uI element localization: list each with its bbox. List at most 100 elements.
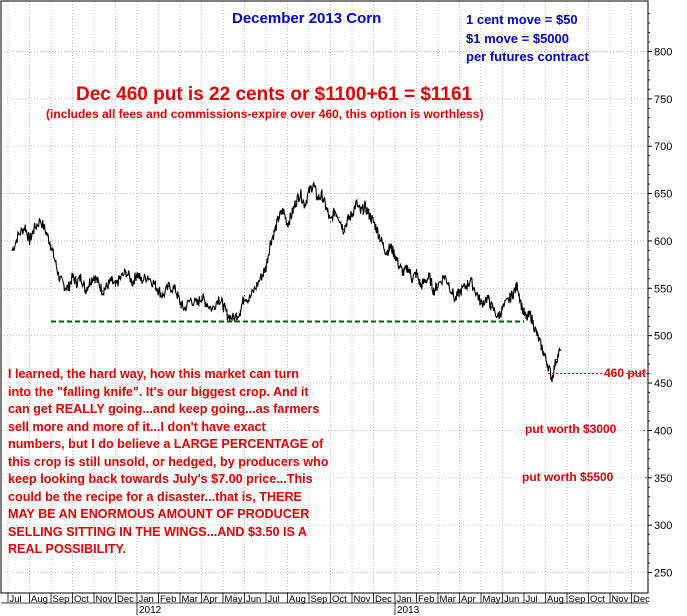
price-point xyxy=(516,284,519,287)
commentary-text: of xyxy=(307,437,324,451)
chart-title: December 2013 Corn xyxy=(232,10,382,27)
level-marker-lines xyxy=(548,373,648,479)
x-tick-label: May xyxy=(225,594,243,605)
price-point xyxy=(183,308,185,310)
price-point xyxy=(274,230,276,233)
x-tick-label: Mar xyxy=(182,594,198,605)
price-point xyxy=(291,213,293,215)
price-point xyxy=(179,301,181,304)
price-point xyxy=(46,232,48,234)
price-point xyxy=(190,299,192,301)
x-tick-label: Apr xyxy=(203,594,218,605)
x-tick-label: Jun xyxy=(504,594,519,605)
x-tick-label: Jul xyxy=(10,594,22,605)
price-point xyxy=(428,276,430,278)
y-tick-label: 600 xyxy=(654,236,672,248)
price-point xyxy=(168,285,170,287)
price-point xyxy=(67,287,69,289)
price-point xyxy=(97,282,99,284)
price-point xyxy=(282,209,284,212)
price-point xyxy=(110,280,112,282)
price-point xyxy=(508,299,510,301)
x-tick-label: Jan xyxy=(139,594,154,605)
x-tick-label: Jun xyxy=(246,594,261,605)
y-tick-label: 550 xyxy=(654,283,672,295)
price-point xyxy=(377,230,379,233)
y-tick-label: 250 xyxy=(654,568,672,580)
note-cent-move: 1 cent move = $50 xyxy=(466,12,578,27)
price-point xyxy=(458,291,461,293)
y-tick-label: 400 xyxy=(654,425,672,437)
x-tick-label: Feb xyxy=(160,594,176,605)
price-point xyxy=(84,289,86,291)
x-tick-label: Sep xyxy=(53,594,70,605)
y-tick-label: 650 xyxy=(654,189,672,201)
x-tick-label: Apr xyxy=(461,594,476,605)
price-point xyxy=(420,285,422,287)
y-axis: 250 300 350 400 450 500 550 600 650 700 750 800 xyxy=(647,1,672,593)
price-point xyxy=(433,290,435,292)
commentary-line: this crop is still unsold, or hedged, by… xyxy=(8,454,329,469)
price-line xyxy=(11,181,561,383)
commentary-text: can get xyxy=(8,402,56,416)
price-point xyxy=(521,306,523,308)
price-point xyxy=(196,303,198,305)
x-tick-label: Dec xyxy=(117,594,134,605)
price-point xyxy=(360,211,362,214)
price-point xyxy=(398,265,400,268)
price-point xyxy=(559,349,562,351)
price-point xyxy=(454,299,456,301)
price-point xyxy=(136,272,138,274)
x-tick-label: Nov xyxy=(96,594,113,605)
x-tick-label: Aug xyxy=(31,594,48,605)
price-point xyxy=(448,282,450,285)
price-point xyxy=(534,327,536,329)
price-point xyxy=(205,301,207,304)
price-point xyxy=(106,285,108,287)
price-point xyxy=(491,306,493,308)
price-point xyxy=(355,202,357,204)
x-tick-label: Sep xyxy=(311,594,328,605)
price-point xyxy=(542,351,544,353)
price-point xyxy=(200,296,203,298)
x-tick-label: Sep xyxy=(569,594,586,605)
price-point xyxy=(338,216,340,218)
price-point xyxy=(114,285,117,287)
price-point xyxy=(89,281,91,283)
price-point xyxy=(218,297,220,299)
commentary-text: could be the recipe for a disaster...tha… xyxy=(8,489,260,504)
price-point xyxy=(33,228,35,231)
x-tick-label: Aug xyxy=(289,594,306,605)
price-point xyxy=(162,295,164,297)
price-point xyxy=(226,314,228,316)
price-point xyxy=(265,266,267,269)
price-point xyxy=(80,276,82,278)
y-tick-label: 450 xyxy=(654,378,672,390)
price-point xyxy=(304,204,306,206)
x-tick-label: May xyxy=(483,594,501,605)
x-tick-label: Oct xyxy=(590,594,605,605)
commentary-emphasis: REALLY xyxy=(55,402,105,416)
price-point xyxy=(437,283,439,286)
price-point xyxy=(211,308,213,310)
commentary-line: could be the recipe for a disaster...tha… xyxy=(8,489,386,507)
marker-label-460-put: 460 put xyxy=(604,365,647,380)
note-per-contract: per futures contract xyxy=(466,49,589,64)
price-point xyxy=(465,285,467,287)
price-point xyxy=(497,316,499,318)
x-tick-label: Jul xyxy=(526,594,538,605)
year-label: 2012 xyxy=(139,605,162,616)
commentary-line: SELLING SITTING IN THE WINGS...AND $3.50… xyxy=(8,524,308,539)
price-point xyxy=(317,197,319,199)
price-point xyxy=(551,377,553,379)
price-point xyxy=(469,280,471,282)
commentary-line: can get REALLY going...and keep going...… xyxy=(8,401,386,419)
price-point xyxy=(239,310,241,312)
price-point xyxy=(385,251,387,253)
price-point xyxy=(132,282,134,284)
x-tick-label: Aug xyxy=(547,594,564,605)
price-point xyxy=(18,233,20,235)
price-point xyxy=(71,276,74,278)
price-point xyxy=(157,289,160,291)
